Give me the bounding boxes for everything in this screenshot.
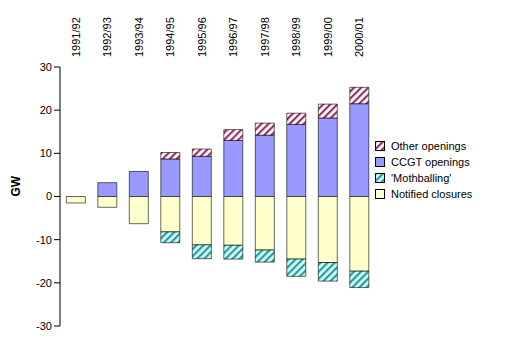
html-text:Other openings: Other openings [391,140,467,152]
svg-text:0: 0 [46,190,52,202]
svg-text:-10: -10 [36,234,52,246]
svg-text:2000/01: 2000/01 [353,17,365,57]
svg-text:GW: GW [9,175,23,196]
svg-text:30: 30 [40,61,52,73]
svg-text:1993/94: 1993/94 [133,17,145,57]
svg-text:1994/95: 1994/95 [164,17,176,57]
svg-text:1996/97: 1996/97 [227,17,239,57]
svg-text:1998/99: 1998/99 [290,17,302,57]
svg-text:1997/98: 1997/98 [259,17,271,57]
svg-text:-30: -30 [36,320,52,332]
svg-text:1992/93: 1992/93 [101,17,113,57]
svg-text:1991/92: 1991/92 [70,17,82,57]
html-text:CCGT openings: CCGT openings [391,156,470,168]
svg-text:-20: -20 [36,277,52,289]
svg-text:1999/00: 1999/00 [322,17,334,57]
svg-text:20: 20 [40,104,52,116]
svg-text:10: 10 [40,147,52,159]
svg-text:1995/96: 1995/96 [196,17,208,57]
html-text:'Mothballing': 'Mothballing' [391,172,452,184]
html-text:Notified closures: Notified closures [391,188,473,200]
